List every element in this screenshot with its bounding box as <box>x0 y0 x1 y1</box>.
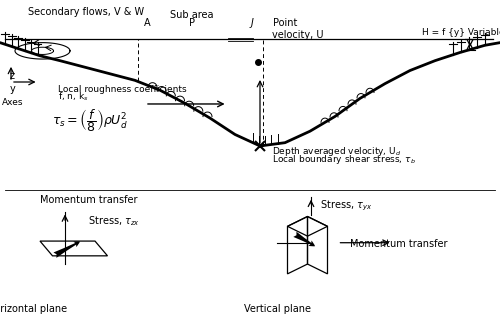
Text: Momentum transfer: Momentum transfer <box>350 239 448 249</box>
Text: z: z <box>10 71 15 81</box>
Text: Local boundary shear stress, $\tau_b$: Local boundary shear stress, $\tau_b$ <box>272 154 416 166</box>
Text: Depth averaged velocity, U$_d$: Depth averaged velocity, U$_d$ <box>272 145 402 158</box>
Text: Stress, $\tau_{zx}$: Stress, $\tau_{zx}$ <box>88 215 140 229</box>
Text: Local roughness coefficients: Local roughness coefficients <box>58 85 186 94</box>
Text: Axes: Axes <box>2 98 24 107</box>
Text: Point
velocity, U: Point velocity, U <box>272 18 324 40</box>
Text: A: A <box>144 18 151 28</box>
Text: $\tau_s = \left(\dfrac{f}{8}\right)\rho U_d^2$: $\tau_s = \left(\dfrac{f}{8}\right)\rho … <box>52 107 128 134</box>
Text: Momentum transfer: Momentum transfer <box>40 195 138 205</box>
Text: J: J <box>251 18 254 28</box>
Text: f, n, k$_s$: f, n, k$_s$ <box>58 91 88 103</box>
Text: Secondary flows, V & W: Secondary flows, V & W <box>28 7 144 17</box>
Text: Vertical plane: Vertical plane <box>244 304 311 314</box>
Text: y: y <box>10 84 16 94</box>
Text: Sub area: Sub area <box>170 10 214 20</box>
Text: Stress, $\tau_{yx}$: Stress, $\tau_{yx}$ <box>320 199 372 213</box>
Text: H = f {y} Variable depth: H = f {y} Variable depth <box>422 28 500 37</box>
Text: Horizontal plane: Horizontal plane <box>0 304 68 314</box>
Text: P: P <box>190 18 196 28</box>
